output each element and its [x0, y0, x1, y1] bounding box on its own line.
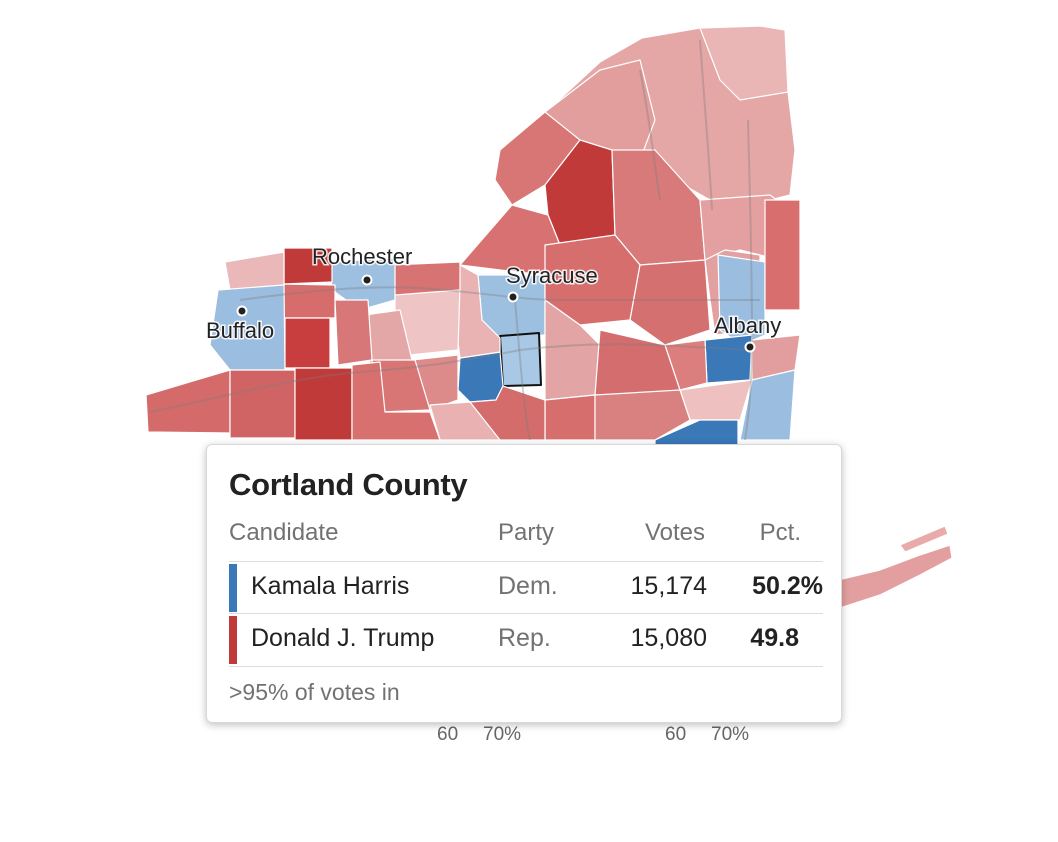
candidate-name: Kamala Harris [251, 572, 410, 600]
county-region[interactable] [739, 369, 796, 441]
county-region[interactable] [145, 369, 231, 434]
city-labels: Rochester Syracuse Buffalo Albany [205, 243, 783, 345]
county-region[interactable] [699, 25, 789, 101]
county-results-tooltip: Cortland County Candidate Party Votes Pc… [206, 444, 842, 723]
albany-dot [744, 341, 756, 353]
county-region[interactable] [224, 251, 285, 291]
county-region[interactable] [334, 299, 373, 366]
legend-tick-right-70: 70% [711, 724, 750, 745]
city-label-rochester: Rochester [312, 244, 412, 269]
county-region[interactable] [764, 199, 801, 311]
reporting-status: >95% of votes in [229, 679, 400, 705]
county-region[interactable] [469, 385, 546, 441]
county-region[interactable] [281, 283, 336, 319]
county-region[interactable] [544, 394, 596, 441]
county-region[interactable] [351, 361, 441, 441]
rochester-dot [361, 274, 373, 286]
candidate-party: Rep. [498, 624, 551, 652]
candidate-votes: 15,174 [630, 572, 707, 600]
candidate-pct: 50.2% [752, 572, 823, 600]
result-row-trump: Donald J. Trump Rep. 15,080 49.8 [229, 613, 823, 666]
county-shapes [145, 25, 953, 609]
syracuse-dot [507, 291, 519, 303]
party-color-bar-dem [229, 564, 237, 612]
header-pct: Pct. [759, 519, 801, 546]
county-region[interactable] [284, 317, 331, 369]
county-region[interactable] [629, 259, 711, 346]
header-candidate: Candidate [229, 519, 339, 546]
county-region[interactable] [704, 334, 753, 384]
county-region[interactable] [229, 369, 296, 439]
county-region[interactable] [594, 389, 691, 441]
result-row-harris: Kamala Harris Dem. 15,174 50.2% [229, 561, 823, 614]
legend-tick-left-60: 60 [437, 724, 459, 745]
county-region[interactable] [837, 544, 953, 609]
buffalo-dot [236, 305, 248, 317]
candidate-pct: 49.8 [750, 624, 799, 652]
header-votes: Votes [644, 519, 705, 546]
candidate-votes: 15,080 [630, 624, 707, 652]
candidate-name: Donald J. Trump [251, 624, 435, 652]
table-bottom-divider [229, 666, 823, 667]
county-region[interactable] [664, 339, 708, 391]
party-color-bar-rep [229, 616, 237, 664]
county-region[interactable] [899, 525, 949, 553]
highway-lines [149, 39, 760, 441]
candidate-party: Dem. [498, 572, 558, 600]
legend-tick-left-70: 70% [483, 724, 522, 745]
city-markers [236, 274, 756, 353]
city-label-syracuse: Syracuse [506, 263, 598, 288]
city-label-buffalo: Buffalo [206, 318, 274, 343]
tooltip-county-name: Cortland County [229, 467, 468, 502]
legend-tick-right-60: 60 [665, 724, 687, 745]
city-label-albany: Albany [714, 313, 781, 338]
header-party: Party [498, 519, 555, 546]
